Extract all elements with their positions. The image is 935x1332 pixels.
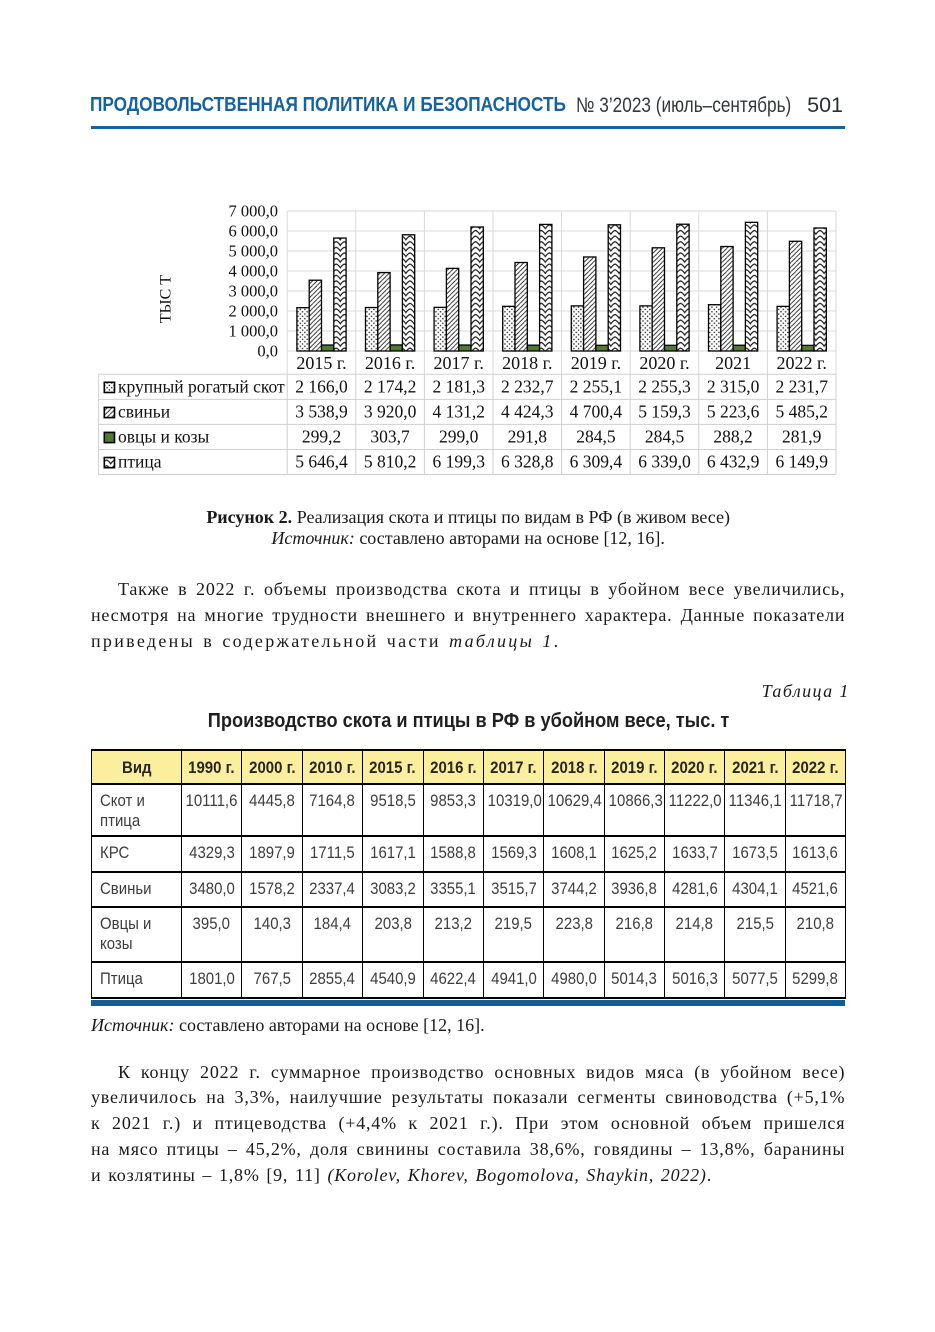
svg-text:0,0: 0,0 (257, 342, 278, 361)
svg-text:303,7: 303,7 (370, 427, 410, 447)
svg-text:5 646,4: 5 646,4 (295, 452, 348, 472)
svg-text:4 131,2: 4 131,2 (432, 402, 485, 422)
svg-text:2 181,3: 2 181,3 (432, 377, 485, 397)
svg-text:2019 г.: 2019 г. (571, 353, 621, 373)
svg-text:6 339,0: 6 339,0 (638, 452, 691, 472)
svg-text:284,5: 284,5 (645, 427, 685, 447)
svg-text:2015 г.: 2015 г. (296, 353, 346, 373)
svg-text:2 232,7: 2 232,7 (501, 377, 554, 397)
svg-text:6 000,0: 6 000,0 (229, 222, 279, 241)
svg-text:5 223,6: 5 223,6 (707, 402, 760, 422)
svg-text:3 538,9: 3 538,9 (295, 402, 348, 422)
svg-text:4 000,0: 4 000,0 (229, 262, 279, 281)
svg-text:ТЫС Т: ТЫС Т (158, 275, 175, 323)
svg-text:5 159,3: 5 159,3 (638, 402, 691, 422)
svg-text:2020 г.: 2020 г. (639, 353, 689, 373)
svg-text:6 328,8: 6 328,8 (501, 452, 554, 472)
svg-text:284,5: 284,5 (576, 427, 616, 447)
svg-text:299,0: 299,0 (439, 427, 479, 447)
svg-text:6 199,3: 6 199,3 (432, 452, 485, 472)
svg-text:2022 г.: 2022 г. (777, 353, 827, 373)
svg-text:291,8: 291,8 (508, 427, 548, 447)
svg-text:4 424,3: 4 424,3 (501, 402, 554, 422)
svg-text:2017 г.: 2017 г. (434, 353, 484, 373)
svg-text:288,2: 288,2 (713, 427, 752, 447)
svg-text:крупный рогатый скот: крупный рогатый скот (118, 377, 285, 397)
svg-text:2 000,0: 2 000,0 (229, 302, 279, 321)
svg-text:2 231,7: 2 231,7 (775, 377, 828, 397)
svg-text:2 315,0: 2 315,0 (707, 377, 760, 397)
svg-text:2 174,2: 2 174,2 (364, 377, 417, 397)
svg-text:6 432,9: 6 432,9 (707, 452, 760, 472)
svg-text:2 166,0: 2 166,0 (295, 377, 348, 397)
svg-text:3 920,0: 3 920,0 (364, 402, 417, 422)
svg-text:6 309,4: 6 309,4 (570, 452, 623, 472)
svg-text:2016 г.: 2016 г. (365, 353, 415, 373)
svg-text:299,2: 299,2 (302, 427, 341, 447)
svg-text:5 485,2: 5 485,2 (775, 402, 828, 422)
svg-text:5 810,2: 5 810,2 (364, 452, 417, 472)
svg-text:1 000,0: 1 000,0 (229, 322, 279, 341)
svg-text:2021: 2021 (715, 353, 751, 373)
svg-text:3 000,0: 3 000,0 (229, 282, 279, 301)
svg-text:2018 г.: 2018 г. (502, 353, 552, 373)
svg-text:7 000,0: 7 000,0 (229, 202, 279, 221)
svg-text:птица: птица (118, 452, 162, 472)
svg-text:5 000,0: 5 000,0 (229, 242, 279, 261)
svg-text:2 255,1: 2 255,1 (570, 377, 623, 397)
svg-text:2 255,3: 2 255,3 (638, 377, 691, 397)
svg-text:4 700,4: 4 700,4 (570, 402, 623, 422)
svg-text:овцы и козы: овцы и козы (118, 427, 210, 447)
svg-text:281,9: 281,9 (782, 427, 822, 447)
svg-text:6 149,9: 6 149,9 (775, 452, 828, 472)
svg-text:свиньи: свиньи (118, 402, 170, 422)
